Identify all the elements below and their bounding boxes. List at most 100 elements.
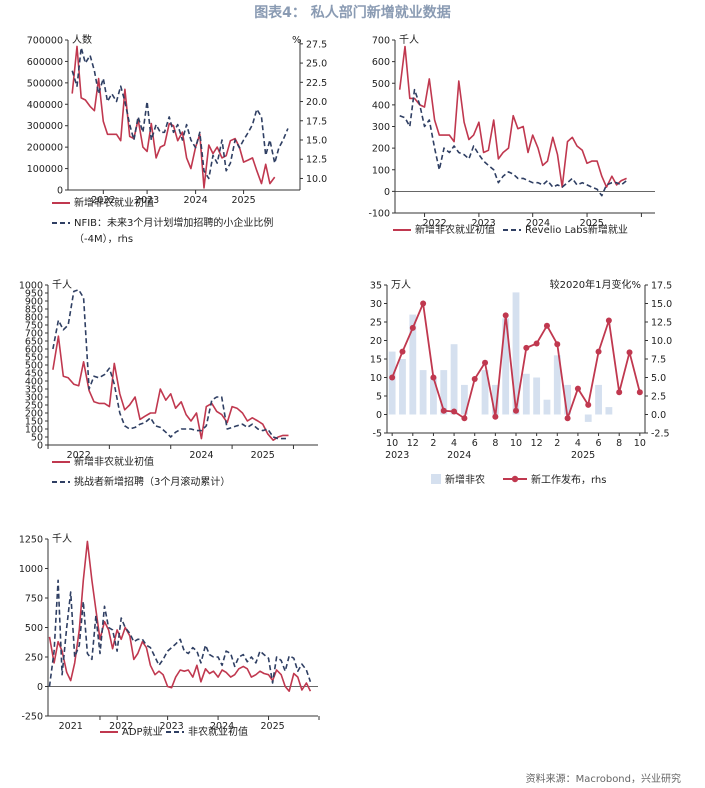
y-right-tick-label: 15.0 — [306, 136, 327, 147]
line-point — [482, 359, 489, 366]
y-tick-label: 550 — [25, 353, 43, 364]
bar — [564, 384, 572, 415]
chart-revelio: -100 0 100 200 300 400 500 600 700 千人 2022 2023 2024… — [368, 34, 655, 236]
y-tick-label: 50 — [31, 433, 43, 444]
x-tick-label: 2024 — [184, 195, 208, 206]
x-tick-label: 4 — [451, 438, 457, 449]
bar — [533, 377, 541, 415]
y-right-tick-label: 0.0 — [651, 410, 666, 421]
legend-label-1: 新增非农就业初值 — [74, 455, 154, 468]
y-tick-label: 800 — [25, 313, 43, 324]
x-tick-label: 2025 — [251, 450, 275, 461]
y-tick-label: 300 — [372, 122, 390, 133]
y-right-tick-label: -2.5 — [651, 429, 670, 440]
series-line-1 — [52, 335, 289, 441]
y-tick-label: 1000 — [19, 281, 43, 292]
y-tick-label: -5 — [373, 429, 382, 440]
y-tick-label: 5 — [376, 392, 382, 403]
y-tick-label: 0 — [37, 682, 43, 693]
y-tick-label: 500000 — [27, 78, 63, 89]
series-line-1 — [398, 45, 627, 188]
x-tick-label: 10 — [510, 438, 522, 449]
y-tick-label: 950 — [25, 289, 43, 300]
legend-label-1: ADP就业 — [122, 725, 163, 738]
y-tick-label: 0 — [384, 187, 390, 198]
x-tick-label: 2 — [554, 438, 560, 449]
unit-label: 万人 — [391, 279, 411, 291]
bar — [512, 292, 520, 415]
x-tick-label: 10 — [634, 438, 646, 449]
x-tick-label: 2024 — [526, 218, 550, 229]
legend-swatch-1 — [431, 474, 441, 484]
source-note: 资料来源：Macrobond，兴业研究 — [525, 774, 681, 785]
line-point — [523, 344, 530, 351]
y-tick-label: 600000 — [27, 57, 63, 68]
x-tick-label: 2022 — [109, 721, 133, 732]
y-tick-label: 100000 — [27, 164, 63, 175]
y-tick-label: 850 — [25, 305, 43, 316]
x-tick-label: 2021 — [59, 721, 83, 732]
x-tick-label: 2025 — [231, 195, 255, 206]
y-right-tick-label: 17.5 — [306, 116, 327, 127]
line-point — [420, 300, 427, 307]
chart-job-postings: -505101520253035-2.50.02.55.07.510.012.5… — [370, 278, 672, 486]
bar — [543, 399, 551, 415]
line-point — [543, 322, 550, 329]
y-tick-label: 300 — [25, 393, 43, 404]
y-tick-label: 1250 — [19, 535, 43, 546]
y-tick-label: 450 — [25, 369, 43, 380]
x-tick-label: 6 — [472, 438, 478, 449]
x-tick-label: 8 — [616, 438, 622, 449]
x-year-label: 2025 — [571, 450, 595, 461]
line-point — [564, 415, 571, 422]
y-tick-label: 500 — [25, 623, 43, 634]
x-tick-label: 2022 — [67, 450, 91, 461]
y-tick-label: -250 — [21, 712, 43, 723]
y-right-tick-label: 10.0 — [306, 174, 327, 185]
line-point — [389, 374, 396, 381]
y-tick-label: 0 — [376, 410, 382, 421]
series-line-1 — [71, 45, 276, 189]
line-point — [626, 349, 633, 356]
series-line-2 — [71, 46, 289, 180]
x-tick-label: 2025 — [580, 218, 604, 229]
y-tick-label: 1000 — [19, 564, 43, 575]
legend-swatch-2-dot — [511, 475, 519, 483]
y-right-tick-label: 7.5 — [651, 355, 666, 366]
y-tick-label: 30 — [370, 299, 382, 310]
x-tick-label: 2024 — [189, 450, 213, 461]
y-tick-label: 750 — [25, 594, 43, 605]
line-point — [451, 408, 458, 415]
line-point — [430, 374, 437, 381]
bar — [522, 373, 530, 415]
y-tick-label: 250 — [25, 401, 43, 412]
line-point — [616, 389, 623, 396]
y-right-tick-label: 5.0 — [651, 373, 666, 384]
x-tick-label: 2023 — [135, 195, 159, 206]
x-tick-label: 2023 — [472, 218, 496, 229]
y-tick-label: 25 — [370, 318, 382, 329]
y-tick-label: 0 — [57, 186, 63, 197]
figure-title: 图表4： 私人部门新增就业数据 — [254, 5, 451, 21]
x-tick-label: 10 — [386, 438, 398, 449]
chart-nfib: 0 100000 200000 300000 400000 500000 600000 700… — [27, 33, 327, 245]
y-tick-label: 100 — [372, 165, 390, 176]
line-point — [595, 348, 602, 355]
y-tick-label: 200000 — [27, 143, 63, 154]
legend-label-2: 挑战者新增招聘（3个月滚动累计） — [74, 475, 230, 488]
y-tick-label: 20 — [370, 336, 382, 347]
y-tick-label: 700 — [372, 36, 390, 47]
y-tick-label: 100 — [25, 425, 43, 436]
y-tick-label: 200 — [372, 144, 390, 155]
bar — [450, 344, 458, 415]
bar — [605, 407, 613, 415]
unit-label-right: % — [292, 35, 302, 46]
legend-label-2: 非农就业初值 — [188, 725, 248, 738]
bar — [430, 377, 437, 415]
series-line-2 — [52, 288, 289, 440]
x-tick-label: 4 — [575, 438, 581, 449]
line-point — [605, 317, 612, 324]
y-tick-label: 600 — [372, 57, 390, 68]
y-tick-label: 400 — [25, 377, 43, 388]
x-tick-label: 12 — [531, 438, 543, 449]
